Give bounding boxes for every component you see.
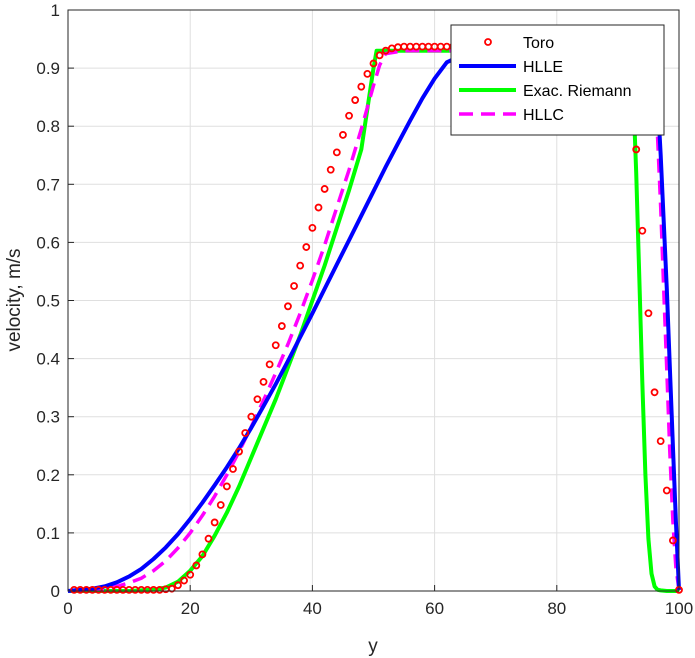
data-point: [650, 388, 659, 397]
data-point: [320, 185, 329, 193]
x-tick-label: 80: [547, 599, 566, 618]
data-point: [259, 377, 268, 386]
data-point: [186, 570, 195, 579]
series-exac-riemann-line: [68, 48, 679, 593]
x-tick-label: 20: [181, 599, 200, 618]
data-point: [229, 465, 237, 473]
data-point: [369, 59, 378, 68]
data-point: [296, 261, 305, 270]
y-tick-label: 0: [51, 582, 60, 601]
y-tick-label: 0.3: [36, 408, 60, 427]
data-point: [210, 518, 219, 527]
y-tick-label: 1: [51, 1, 60, 20]
data-point: [192, 561, 201, 570]
data-point: [363, 70, 372, 78]
data-point: [345, 111, 353, 120]
y-tick-label: 0.8: [36, 117, 60, 136]
x-tick-label: 60: [425, 599, 444, 618]
data-point: [644, 309, 653, 318]
y-tick-label: 0.4: [36, 350, 60, 369]
x-tick-label: 40: [303, 599, 322, 618]
legend-label-toro: Toro: [523, 35, 554, 52]
data-point: [638, 226, 647, 235]
data-point: [326, 165, 335, 174]
data-point: [174, 581, 182, 590]
y-tick-label: 0.7: [36, 175, 60, 194]
y-tick-label: 0.2: [36, 466, 60, 485]
grid-lines: [67, 9, 680, 592]
data-point: [277, 322, 286, 330]
data-point: [284, 302, 292, 311]
data-point: [375, 51, 384, 60]
legend-label-exac-riemann: Exac. Riemann: [523, 83, 632, 100]
legend-label-hlle: HLLE: [523, 59, 563, 76]
data-point: [180, 576, 188, 585]
data-point: [290, 282, 298, 290]
x-axis-label: y: [368, 636, 378, 657]
y-tick-label: 0.1: [36, 524, 60, 543]
data-point: [253, 395, 262, 404]
data-point: [216, 501, 225, 509]
data-point: [247, 412, 256, 421]
data-point: [222, 482, 231, 491]
x-tick-label: 0: [63, 599, 72, 618]
series-hllc-line: [67, 48, 681, 593]
data-point: [241, 429, 250, 437]
legend-box: [450, 24, 665, 136]
legend-marker-toro: [484, 38, 492, 46]
data-point: [632, 145, 641, 154]
legend-label-hllc: HLLC: [523, 107, 564, 124]
axes-layer: 0 20 40 60 80 100 0 0.1 0.2 0.3 0.4 0.5 0.6 0.7 0.8 0.9…: [36, 1, 693, 618]
y-axis-label: velocity, m/s: [4, 248, 25, 351]
data-point: [332, 148, 341, 157]
data-point: [314, 203, 323, 212]
data-point: [662, 486, 671, 495]
x-tick-label: 100: [665, 599, 693, 618]
data-point: [357, 82, 366, 91]
data-point: [668, 536, 677, 545]
data-point: [198, 550, 207, 559]
y-tick-label: 0.6: [36, 233, 60, 252]
y-tick-label: 0.9: [36, 59, 60, 78]
y-tick-label: 0.5: [36, 292, 60, 311]
legend: Toro HLLE Exac. Riemann HLLC: [450, 24, 665, 136]
data-point: [308, 223, 317, 232]
data-point: [204, 534, 213, 543]
data-point: [656, 437, 665, 446]
data-point: [167, 584, 176, 593]
data-point: [351, 96, 360, 104]
data-point: [265, 360, 274, 369]
data-point: [235, 447, 243, 456]
data-point: [271, 341, 280, 350]
data-point: [302, 243, 311, 251]
data-point: [339, 131, 347, 139]
